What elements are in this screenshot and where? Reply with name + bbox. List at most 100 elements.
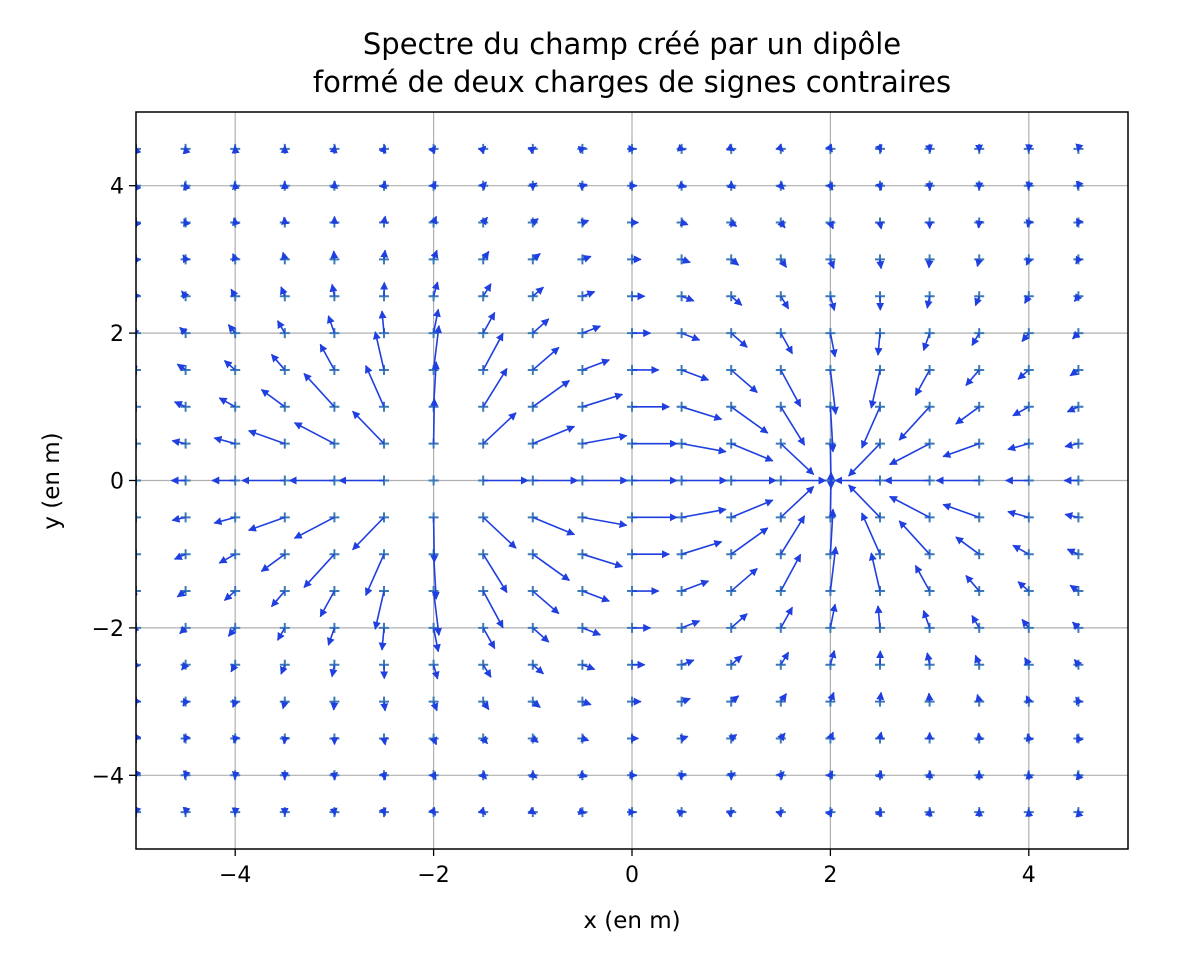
field-arrow xyxy=(1075,696,1083,706)
field-arrow xyxy=(778,693,788,703)
field-arrow xyxy=(432,324,443,371)
field-arrow xyxy=(875,182,884,191)
field-arrow xyxy=(914,369,931,397)
field-arrow xyxy=(829,332,838,358)
field-arrow xyxy=(431,664,440,680)
field-arrow xyxy=(213,435,236,445)
field-arrow xyxy=(171,514,186,523)
field-arrow xyxy=(827,691,836,702)
field-arrow xyxy=(1012,406,1030,417)
field-arrow xyxy=(280,251,289,261)
field-arrow xyxy=(430,701,439,712)
field-arrow xyxy=(971,332,980,347)
field-arrow xyxy=(730,695,740,704)
field-arrow xyxy=(582,553,624,569)
y-tick-label: 2 xyxy=(110,322,124,347)
field-arrow xyxy=(181,290,190,300)
field-arrow xyxy=(580,734,590,743)
field-arrow xyxy=(481,250,490,260)
field-arrow xyxy=(681,294,695,303)
field-arrow xyxy=(825,808,833,818)
field-arrow xyxy=(482,311,496,334)
field-arrow xyxy=(922,609,931,629)
field-arrow xyxy=(975,693,984,703)
field-arrow xyxy=(875,731,884,741)
field-arrow xyxy=(1025,181,1034,191)
field-arrow xyxy=(582,627,602,636)
field-arrow xyxy=(1073,293,1083,303)
field-arrow xyxy=(223,590,236,601)
field-arrow xyxy=(270,353,286,371)
field-arrow xyxy=(681,658,695,667)
field-arrow xyxy=(726,143,735,152)
field-arrow xyxy=(230,288,239,298)
field-arrow xyxy=(176,589,187,598)
field-arrow xyxy=(1021,332,1030,343)
field-arrow xyxy=(681,540,723,555)
field-arrow xyxy=(1075,180,1084,190)
field-arrow xyxy=(482,590,504,629)
field-arrow xyxy=(922,332,931,352)
field-arrow xyxy=(218,397,236,408)
field-arrow xyxy=(777,219,786,229)
field-arrow xyxy=(875,220,884,230)
field-arrow xyxy=(775,809,784,818)
field-arrow xyxy=(975,220,984,229)
field-arrow xyxy=(428,771,437,781)
field-arrow xyxy=(678,181,687,189)
field-arrow xyxy=(136,550,137,559)
field-arrow xyxy=(532,318,550,334)
field-arrow xyxy=(582,698,592,706)
field-arrow xyxy=(848,484,881,518)
field-arrow xyxy=(775,143,784,152)
field-arrow xyxy=(136,442,137,444)
field-arrow xyxy=(532,590,560,615)
field-arrow xyxy=(482,516,517,549)
field-arrow xyxy=(372,331,385,371)
field-arrow xyxy=(889,495,930,519)
field-arrow xyxy=(1075,218,1084,227)
field-arrow xyxy=(532,516,576,536)
field-arrow xyxy=(1064,512,1079,520)
field-arrow xyxy=(828,508,837,555)
field-arrow xyxy=(1075,143,1084,153)
field-arrow xyxy=(182,770,191,780)
field-arrow xyxy=(848,443,881,477)
field-arrow xyxy=(577,807,587,815)
grid-marker xyxy=(136,549,141,560)
field-arrow xyxy=(223,360,236,371)
field-arrow xyxy=(379,180,388,190)
field-arrow xyxy=(924,808,933,817)
field-arrow xyxy=(780,606,793,629)
field-arrow xyxy=(231,771,240,780)
field-arrow xyxy=(780,295,790,310)
field-arrow xyxy=(1025,770,1034,780)
field-arrow xyxy=(825,770,834,780)
field-arrow xyxy=(925,692,934,702)
field-arrow xyxy=(827,259,836,270)
y-tick-label: −4 xyxy=(92,764,124,789)
field-arrow xyxy=(778,258,788,268)
field-arrow xyxy=(898,520,931,555)
field-arrow xyxy=(730,442,774,462)
field-arrow xyxy=(828,649,837,665)
field-arrow xyxy=(861,406,881,449)
field-arrow xyxy=(365,364,385,408)
field-arrow xyxy=(327,627,336,646)
field-arrow xyxy=(1075,255,1083,265)
field-arrow xyxy=(329,144,338,154)
field-arrow xyxy=(726,809,735,818)
field-arrow xyxy=(428,180,437,190)
field-arrow xyxy=(231,181,240,190)
field-arrow xyxy=(213,516,236,526)
field-arrow xyxy=(577,146,587,154)
field-arrow xyxy=(876,691,885,702)
field-arrow xyxy=(965,369,980,387)
field-arrow xyxy=(293,516,335,539)
field-arrow xyxy=(825,181,834,191)
field-arrow xyxy=(378,627,387,651)
field-arrow xyxy=(379,736,388,746)
field-arrow xyxy=(276,320,286,334)
